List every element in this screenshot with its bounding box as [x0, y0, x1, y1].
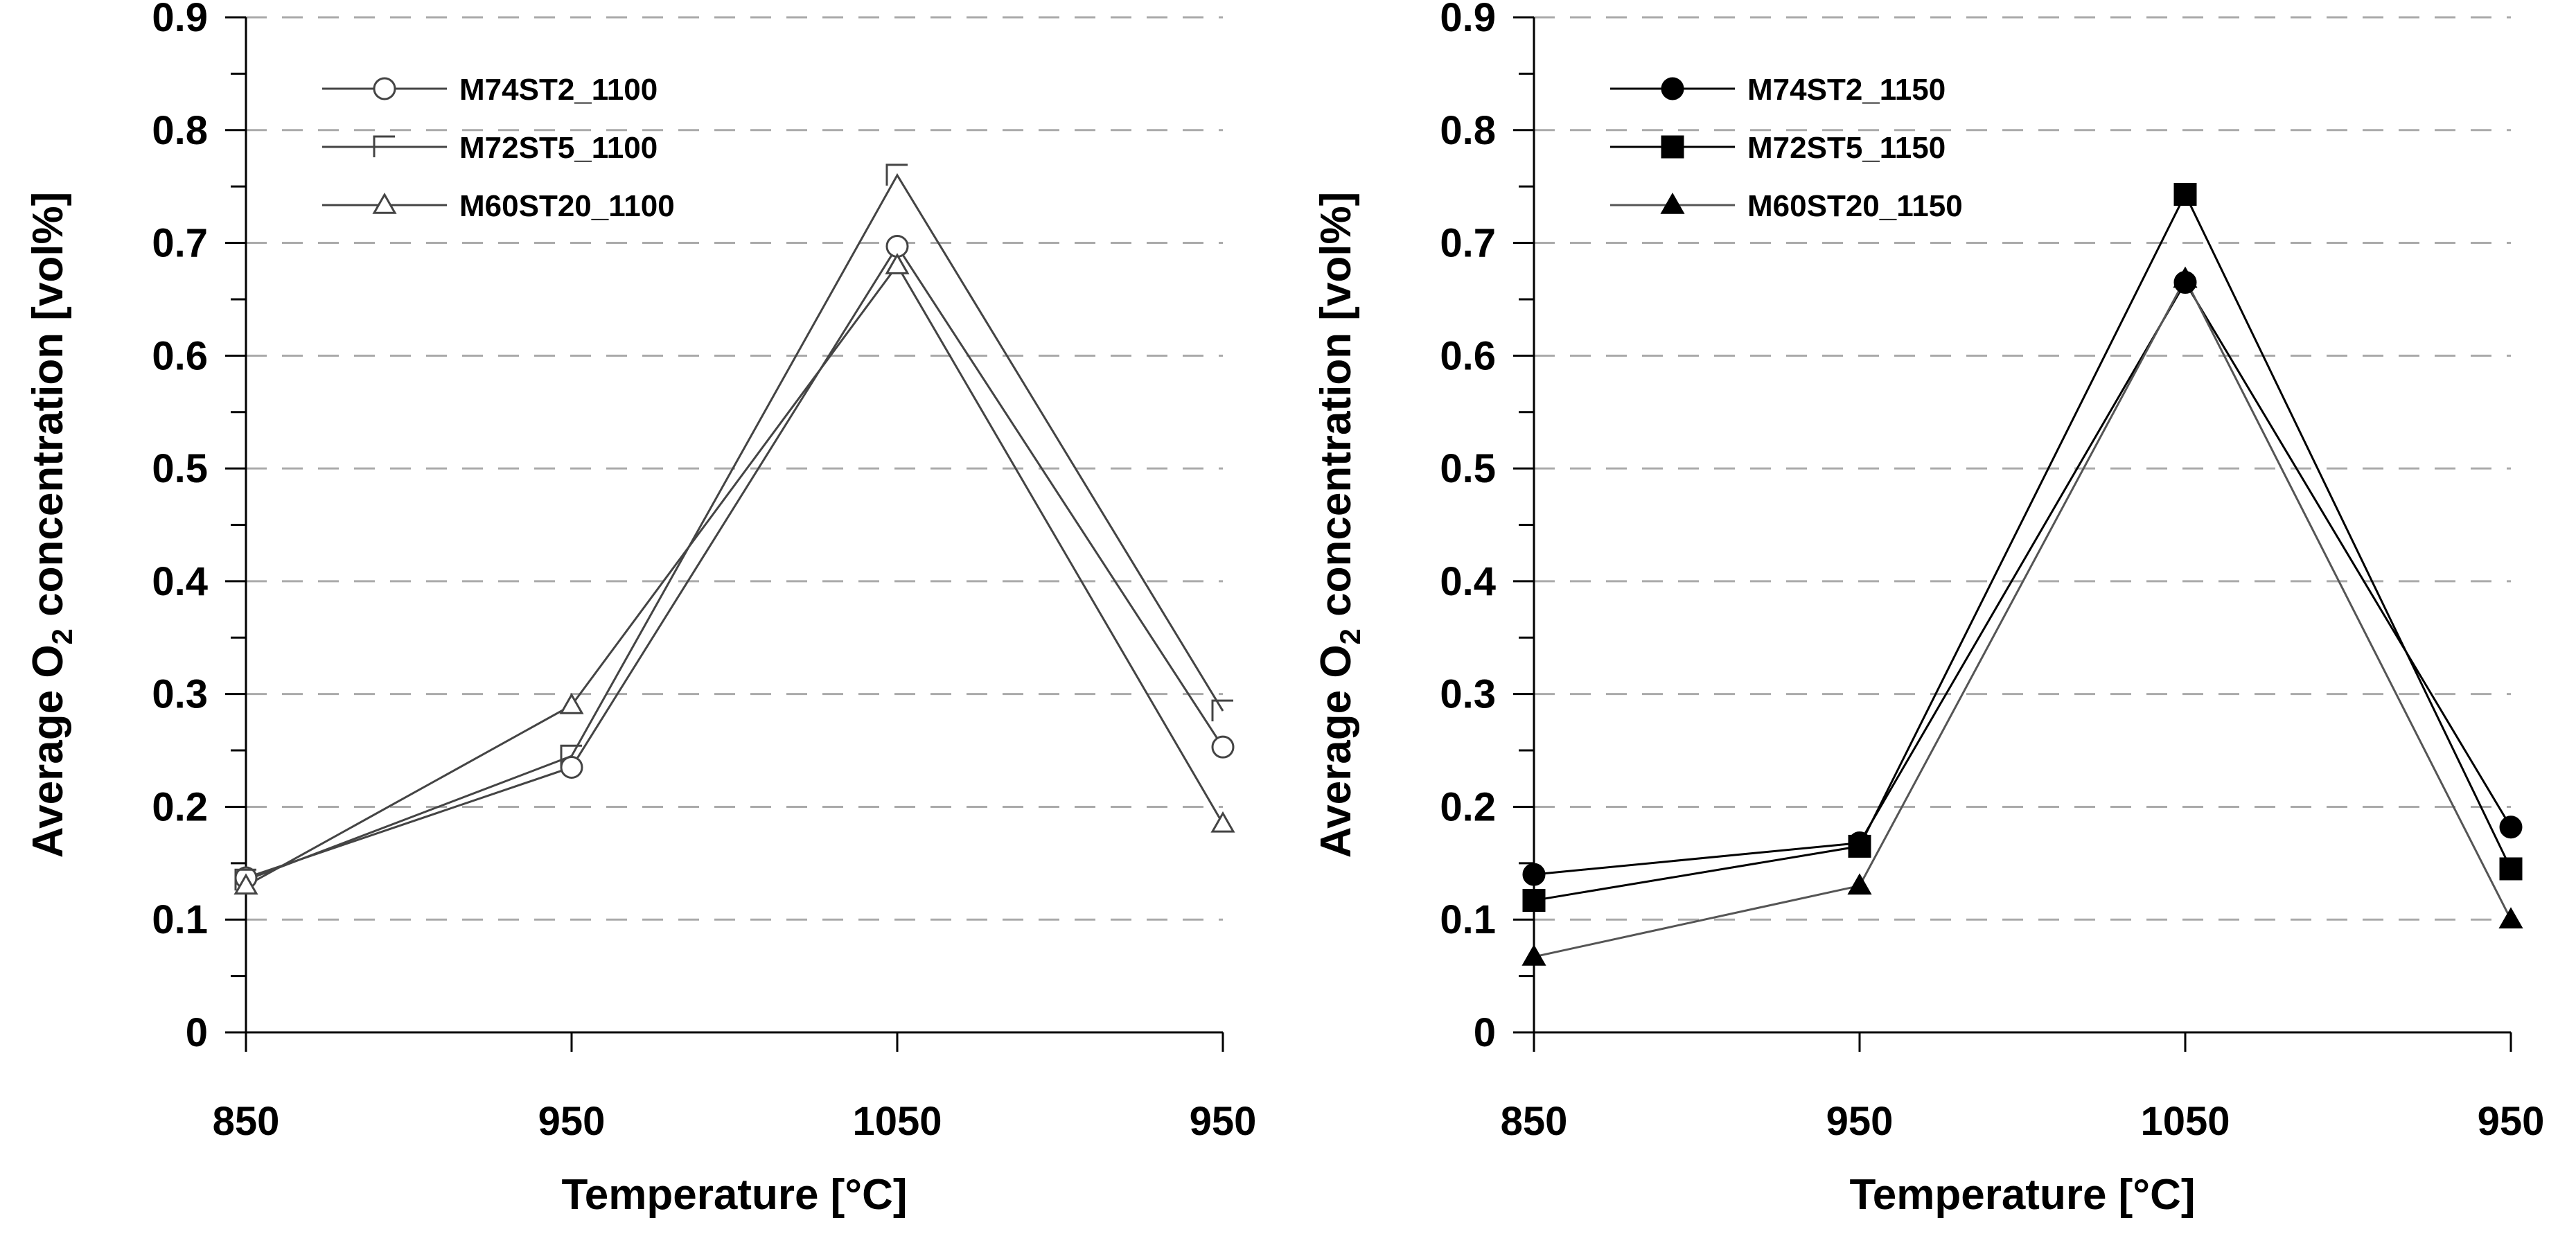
left-y-axis-title: Average O2 concentration [vol%]: [24, 192, 78, 858]
right-y-tick-label-9: 0.9: [1440, 0, 1496, 40]
left-x-axis-title: Temperature [°C]: [561, 1171, 907, 1219]
right-point-s2-p0: [1521, 944, 1546, 966]
right-y-tick-label-5: 0.5: [1440, 446, 1496, 491]
right-y-tick-label-4: 0.4: [1440, 559, 1496, 604]
left-y-tick-label-9: 0.9: [152, 0, 208, 40]
left-point-s2-p3: [1210, 811, 1235, 833]
left-legend-label-2: M60ST20_1100: [459, 189, 675, 223]
left-point-s1-p0: [234, 868, 256, 891]
left-point-s2-p0: [233, 873, 258, 895]
chart-left-svg: 0 0.1 0.2 0.3 0.4 0.5 0.6 0.7 0.8 0.9 850 950 1050 95…: [24, 0, 1257, 1219]
right-series-line-0: [1533, 280, 2512, 876]
left-x-tick-label-0: 850: [213, 1099, 280, 1144]
left-y-tick-label-1: 0.1: [152, 897, 208, 942]
left-point-s1-p2: [885, 164, 908, 186]
left-y-tick-label-3: 0.3: [152, 672, 208, 717]
right-point-s2-p3: [2498, 907, 2523, 928]
right-x-tick-label-2: 1050: [2140, 1099, 2230, 1144]
right-y-tick-label-7: 0.7: [1440, 221, 1496, 266]
left-legend-marker-1: [373, 135, 395, 157]
right-y-tick-label-2: 0.2: [1440, 784, 1496, 829]
left-point-s2-p1: [559, 692, 584, 714]
right-x-tick-label-3: 950: [2478, 1099, 2545, 1144]
left-legend-marker-0: [373, 77, 396, 100]
right-y-tick-label-6: 0.6: [1440, 333, 1496, 378]
left-y-tick-label-5: 0.5: [152, 446, 208, 491]
left-y-tick-label-2: 0.2: [152, 784, 208, 829]
right-y-tick-label-3: 0.3: [1440, 672, 1496, 717]
left-x-tick-label-1: 950: [538, 1099, 606, 1144]
right-point-s0-p3: [2499, 816, 2523, 839]
left-legend-label-1: M72ST5_1100: [459, 131, 658, 165]
right-y-tick-label-8: 0.8: [1440, 108, 1496, 153]
left-series-line-2: [245, 263, 1224, 887]
left-y-tick-label-0: 0: [186, 1010, 208, 1055]
right-point-s1-p3: [2499, 857, 2523, 881]
right-point-s1-p1: [1848, 834, 1871, 858]
right-point-s2-p1: [1847, 873, 1872, 895]
left-x-tick-label-3: 950: [1190, 1099, 1257, 1144]
right-x-axis-title: Temperature [°C]: [1849, 1171, 2195, 1219]
right-series-line-2: [1533, 276, 2512, 958]
right-point-s0-p0: [1522, 863, 1546, 886]
right-legend-label-1: M72ST5_1150: [1747, 131, 1946, 165]
left-point-s1-p3: [1211, 699, 1233, 722]
left-point-s0-p1: [560, 755, 583, 779]
left-point-s2-p2: [885, 253, 910, 274]
right-point-s2-p2: [2173, 266, 2198, 288]
right-x-tick-label-0: 850: [1501, 1099, 1568, 1144]
chart-panel-right: 0 0.1 0.2 0.3 0.4 0.5 0.6 0.7 0.8 0.9 850 950 1050 95…: [1288, 0, 2576, 1243]
right-y-tick-label-0: 0: [1474, 1010, 1496, 1055]
right-legend-label-0: M74ST2_1150: [1747, 73, 1946, 107]
right-series-line-1: [1533, 192, 2512, 902]
left-series-line-1: [245, 173, 1224, 881]
right-point-s1-p2: [2173, 183, 2197, 206]
left-legend-marker-2: [372, 192, 397, 214]
right-y-tick-label-1: 0.1: [1440, 897, 1496, 942]
left-point-s1-p1: [560, 744, 582, 767]
right-x-tick-label-1: 950: [1826, 1099, 1894, 1144]
left-x-tick-label-2: 1050: [852, 1099, 942, 1144]
right-legend-marker-2: [1660, 192, 1685, 214]
left-legend-label-0: M74ST2_1100: [459, 73, 658, 107]
right-y-axis-title: Average O2 concentration [vol%]: [1312, 192, 1366, 858]
chart-right-svg: 0 0.1 0.2 0.3 0.4 0.5 0.6 0.7 0.8 0.9 850 950 1050 95…: [1312, 0, 2545, 1219]
left-y-tick-label-4: 0.4: [152, 559, 208, 604]
right-legend-marker-1: [1661, 135, 1684, 159]
chart-panel-left: 0 0.1 0.2 0.3 0.4 0.5 0.6 0.7 0.8 0.9 850 950 1050 95…: [24, 0, 1257, 1219]
left-point-s0-p3: [1211, 735, 1235, 759]
right-legend-label-2: M60ST20_1150: [1747, 189, 1963, 223]
left-y-tick-label-7: 0.7: [152, 221, 208, 266]
right-legend-marker-0: [1661, 77, 1684, 100]
left-series-line-0: [245, 244, 1224, 879]
left-y-tick-label-6: 0.6: [152, 333, 208, 378]
left-y-tick-label-8: 0.8: [152, 108, 208, 153]
right-point-s1-p0: [1522, 889, 1546, 913]
